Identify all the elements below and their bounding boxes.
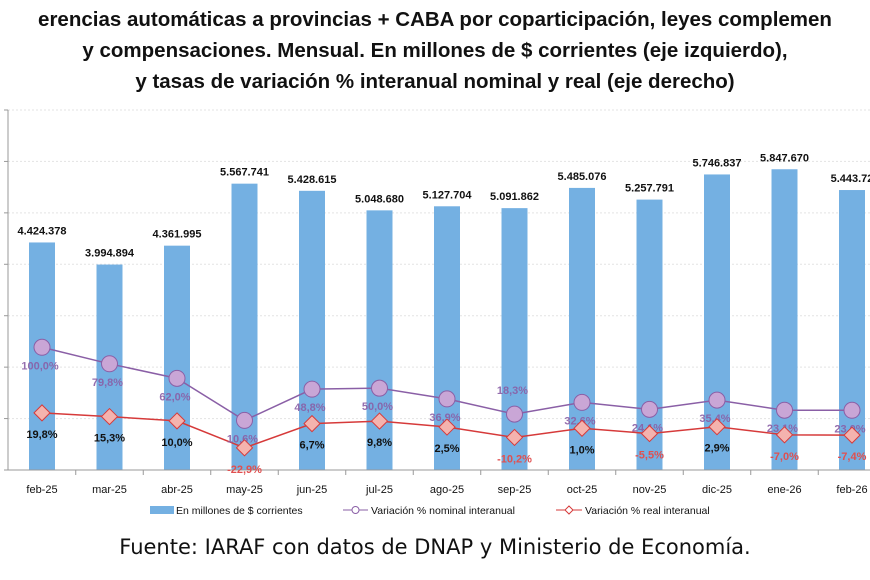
real-marker xyxy=(168,412,186,430)
bar-label: 4.424.378 xyxy=(18,225,67,237)
real-marker xyxy=(505,428,524,447)
bar xyxy=(501,208,528,470)
real-label: -7,4% xyxy=(838,451,867,463)
real-marker xyxy=(640,424,659,443)
real-label: -7,0% xyxy=(770,451,799,463)
real-label: 10,0% xyxy=(161,437,192,449)
real-marker xyxy=(235,439,254,457)
bar-label: 5.257.791 xyxy=(625,183,674,195)
title-line-2: y compensaciones. Mensual. En millones d… xyxy=(82,39,788,62)
real-marker xyxy=(708,418,726,436)
real-label: 2,9% xyxy=(704,443,729,455)
real-label: 19,8% xyxy=(26,429,57,441)
x-tick-label: ago-25 xyxy=(430,484,464,496)
legend-bar-swatch xyxy=(150,506,174,514)
legend-real-label: Variación % real interanual xyxy=(585,505,710,517)
nominal-label: 48,8% xyxy=(294,402,325,414)
title-line-1: erencias automáticas a provincias + CABA… xyxy=(38,8,832,31)
nominal-marker xyxy=(371,379,388,397)
real-marker xyxy=(303,414,321,433)
bar-label: 5.567.741 xyxy=(220,167,269,179)
bar-label: 5.428.615 xyxy=(288,174,337,186)
real-label: -10,2% xyxy=(497,453,532,465)
real-label: 1,0% xyxy=(569,444,594,456)
real-marker xyxy=(573,419,591,437)
title-line-3: y tasas de variación % interanual nomina… xyxy=(135,70,735,93)
x-tick-label: feb-25 xyxy=(26,484,57,496)
nominal-marker xyxy=(506,405,523,423)
legend-bar-label: En millones de $ corrientes xyxy=(176,505,303,517)
bar-label: 5.127.704 xyxy=(423,189,473,201)
nominal-label: 10,6% xyxy=(227,433,258,445)
nominal-label: 32,6% xyxy=(564,415,595,427)
nominal-label: 35,4% xyxy=(699,413,730,425)
x-tick-label: nov-25 xyxy=(633,484,667,496)
nominal-marker xyxy=(33,338,51,356)
nominal-marker xyxy=(776,401,793,419)
real-label: -5,5% xyxy=(635,450,664,462)
bar xyxy=(366,210,393,470)
x-tick-label: oct-25 xyxy=(567,484,598,496)
nominal-marker xyxy=(101,355,118,373)
bar-label: 5.746.837 xyxy=(693,157,742,169)
x-tick-label: sep-25 xyxy=(498,484,532,496)
x-tick-label: ene-26 xyxy=(767,484,801,496)
nominal-label: 79,8% xyxy=(92,377,123,389)
x-tick-label: jul-25 xyxy=(365,484,393,496)
real-marker xyxy=(843,426,861,444)
real-label: 15,3% xyxy=(94,433,125,445)
bar xyxy=(839,190,865,470)
nominal-label: 100,0% xyxy=(21,360,59,372)
real-marker xyxy=(33,404,51,422)
real-label: 9,8% xyxy=(367,437,392,449)
nominal-marker xyxy=(168,369,186,387)
bar xyxy=(164,245,190,470)
bar xyxy=(29,242,55,470)
real-label: 2,5% xyxy=(434,443,459,455)
bar-label: 5.091.862 xyxy=(490,191,539,203)
x-tick-label: dic-25 xyxy=(702,484,732,496)
real-marker xyxy=(438,418,456,436)
chart-title: erencias automáticas a provincias + CABA… xyxy=(0,4,870,97)
legend-nominal-marker xyxy=(351,506,360,514)
chart: 4.424.378 3.994.894 4.361.995 5.567.741 5.42… xyxy=(4,109,870,517)
nominal-marker xyxy=(303,380,321,398)
x-tick-label: may-25 xyxy=(226,484,263,496)
source-note: Fuente: IARAF con datos de DNAP y Minist… xyxy=(119,535,751,559)
nominal-label: 50,0% xyxy=(362,401,393,413)
nominal-marker xyxy=(708,391,726,409)
real-marker xyxy=(370,412,389,430)
nominal-label: 18,3% xyxy=(497,385,528,397)
nominal-marker xyxy=(438,390,456,408)
bar-label: 4.361.995 xyxy=(153,229,202,241)
nominal-marker xyxy=(843,401,861,419)
legend-nominal-label: Variación % nominal interanual xyxy=(371,505,515,517)
real-marker xyxy=(775,426,794,444)
x-tick-label: mar-25 xyxy=(92,484,127,496)
real-label: 6,7% xyxy=(299,440,324,452)
legend-real-marker xyxy=(564,505,574,515)
bar-label: 3.994.894 xyxy=(85,248,135,260)
x-tick-label: jun-25 xyxy=(296,484,328,496)
bar xyxy=(771,169,798,470)
x-tick-label: feb-26 xyxy=(836,484,867,496)
bar-label: 5.847.670 xyxy=(760,152,809,164)
nominal-marker xyxy=(236,411,253,429)
real-label: -22,9% xyxy=(227,464,262,476)
bar-label: 5.485.076 xyxy=(558,171,607,183)
real-marker xyxy=(100,407,119,426)
bar-label: 5.443.72 xyxy=(831,173,870,185)
x-tick-label: abr-25 xyxy=(161,484,193,496)
bar-label: 5.048.680 xyxy=(355,193,404,205)
nominal-label: 36,9% xyxy=(429,412,460,424)
nominal-label: 62,0% xyxy=(159,391,190,403)
nominal-marker xyxy=(641,400,658,418)
nominal-marker xyxy=(573,393,591,411)
